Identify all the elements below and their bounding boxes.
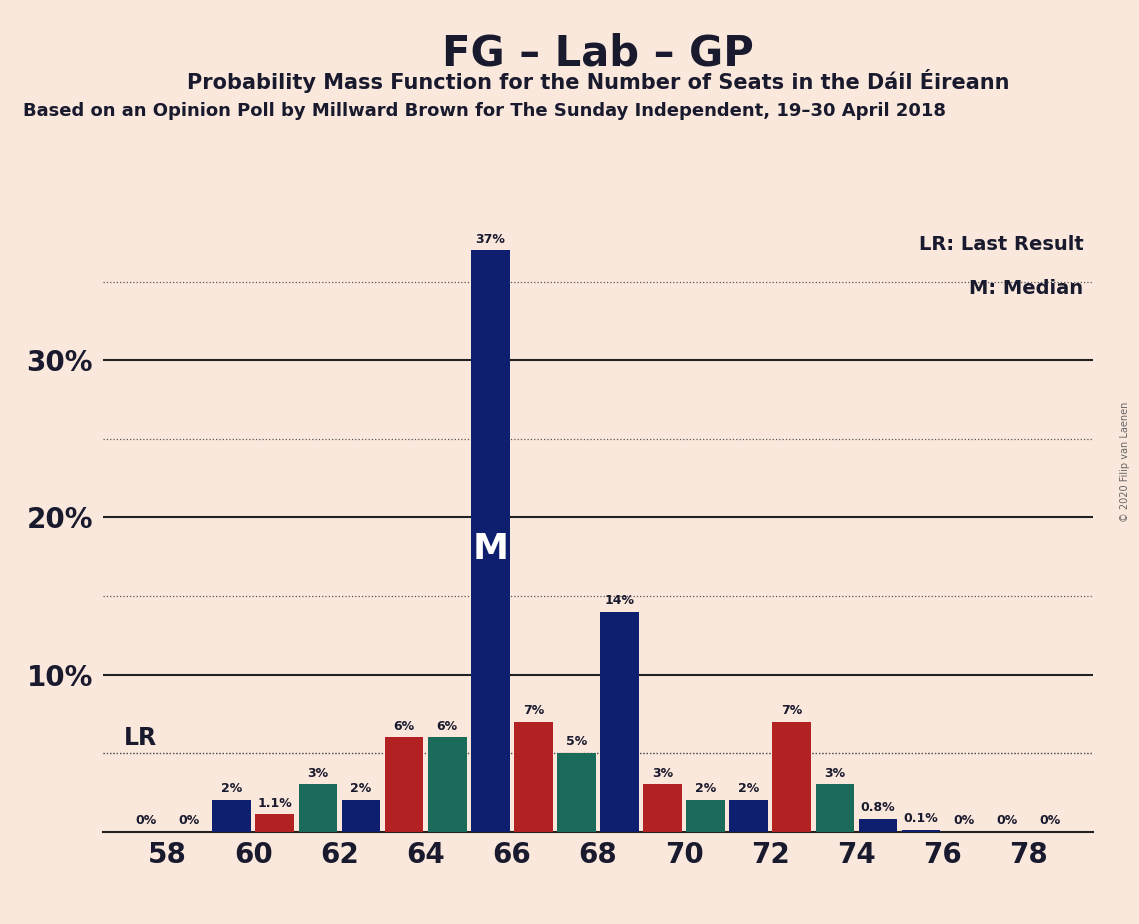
Text: 0.1%: 0.1% — [903, 812, 939, 825]
Bar — [644, 784, 682, 832]
Text: 7%: 7% — [781, 704, 803, 717]
Bar — [859, 819, 898, 832]
Text: M: M — [473, 532, 508, 565]
Text: 5%: 5% — [566, 736, 587, 748]
Text: 3%: 3% — [825, 767, 845, 780]
Bar — [470, 250, 509, 832]
Text: 3%: 3% — [652, 767, 673, 780]
Bar — [255, 814, 294, 832]
Text: FG – Lab – GP: FG – Lab – GP — [442, 32, 754, 74]
Text: 6%: 6% — [436, 720, 458, 733]
Text: Based on an Opinion Poll by Millward Brown for The Sunday Independent, 19–30 Apr: Based on an Opinion Poll by Millward Bro… — [23, 102, 945, 119]
Text: 2%: 2% — [221, 783, 243, 796]
Text: © 2020 Filip van Laenen: © 2020 Filip van Laenen — [1120, 402, 1130, 522]
Bar — [514, 722, 552, 832]
Text: 2%: 2% — [351, 783, 371, 796]
Text: 0%: 0% — [997, 814, 1018, 827]
Text: 0%: 0% — [953, 814, 975, 827]
Bar — [600, 612, 639, 832]
Bar — [902, 830, 941, 832]
Bar — [729, 800, 768, 832]
Text: 37%: 37% — [475, 233, 506, 246]
Text: LR: LR — [124, 726, 157, 750]
Text: 14%: 14% — [605, 594, 634, 607]
Bar — [298, 784, 337, 832]
Bar — [212, 800, 251, 832]
Text: 1.1%: 1.1% — [257, 796, 293, 809]
Text: 2%: 2% — [695, 783, 716, 796]
Text: LR: Last Result: LR: Last Result — [919, 235, 1083, 254]
Text: Probability Mass Function for the Number of Seats in the Dáil Éireann: Probability Mass Function for the Number… — [187, 69, 1009, 93]
Bar — [342, 800, 380, 832]
Text: 0%: 0% — [134, 814, 156, 827]
Text: 2%: 2% — [738, 783, 760, 796]
Bar — [428, 737, 467, 832]
Bar — [816, 784, 854, 832]
Text: 3%: 3% — [308, 767, 328, 780]
Text: 7%: 7% — [523, 704, 544, 717]
Bar — [687, 800, 726, 832]
Text: M: Median: M: Median — [969, 279, 1083, 298]
Text: 0%: 0% — [1040, 814, 1062, 827]
Bar — [557, 753, 596, 832]
Text: 0%: 0% — [178, 814, 199, 827]
Text: 6%: 6% — [394, 720, 415, 733]
Bar — [385, 737, 424, 832]
Text: 0.8%: 0.8% — [861, 801, 895, 814]
Bar — [772, 722, 811, 832]
